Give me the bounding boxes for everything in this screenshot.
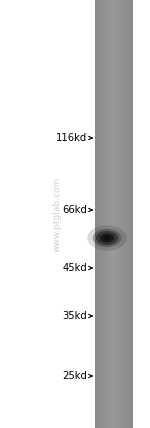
Bar [98, 0, 99, 428]
Text: www.ptglab.com: www.ptglab.com [52, 176, 62, 252]
Bar [95, 0, 132, 428]
Bar [127, 0, 128, 428]
Bar [106, 0, 107, 428]
Ellipse shape [93, 229, 121, 247]
Bar [100, 0, 101, 428]
Bar [107, 0, 108, 428]
Bar [128, 0, 130, 428]
Bar [119, 0, 121, 428]
Text: 66kd: 66kd [62, 205, 87, 215]
Bar [131, 0, 132, 428]
Bar [113, 0, 114, 428]
Bar [101, 0, 102, 428]
Bar [97, 0, 98, 428]
Bar [102, 0, 103, 428]
Bar [123, 0, 124, 428]
Bar [95, 0, 96, 428]
Bar [105, 0, 106, 428]
Bar [128, 0, 129, 428]
Bar [121, 0, 122, 428]
Bar [99, 0, 100, 428]
Bar [119, 0, 120, 428]
Bar [103, 0, 104, 428]
Bar [111, 0, 112, 428]
Bar [117, 0, 118, 428]
Bar [102, 0, 104, 428]
Bar [125, 0, 127, 428]
Bar [118, 0, 119, 428]
Bar [105, 0, 107, 428]
Bar [116, 0, 117, 428]
Bar [96, 0, 97, 428]
Bar [126, 0, 127, 428]
Text: 45kd: 45kd [62, 263, 87, 273]
Bar [124, 0, 125, 428]
Bar [114, 0, 116, 428]
Bar [110, 0, 111, 428]
Bar [122, 0, 123, 428]
Text: 116kd: 116kd [56, 133, 87, 143]
Bar [115, 0, 116, 428]
Bar [112, 0, 113, 428]
Text: 25kd: 25kd [62, 371, 87, 381]
Ellipse shape [100, 233, 114, 243]
Bar [108, 0, 110, 428]
Bar [125, 0, 126, 428]
Text: 35kd: 35kd [62, 311, 87, 321]
Bar [120, 0, 121, 428]
Bar [108, 0, 109, 428]
Bar [104, 0, 105, 428]
Bar [130, 0, 131, 428]
Bar [114, 0, 115, 428]
Ellipse shape [96, 231, 118, 245]
Ellipse shape [103, 235, 111, 241]
Bar [116, 0, 118, 428]
Ellipse shape [87, 226, 127, 251]
Bar [111, 0, 112, 428]
Bar [99, 0, 101, 428]
Bar [122, 0, 124, 428]
Bar [129, 0, 130, 428]
Bar [109, 0, 110, 428]
Bar [96, 0, 98, 428]
Bar [130, 0, 132, 428]
